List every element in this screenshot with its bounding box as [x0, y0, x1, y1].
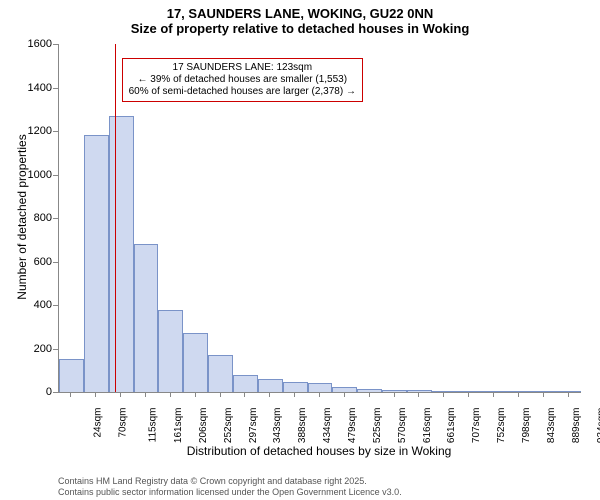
x-tick-label: 707sqm — [471, 408, 482, 444]
histogram-bar — [506, 391, 531, 392]
x-tick-mark — [568, 392, 569, 397]
x-tick-label: 479sqm — [347, 408, 358, 444]
y-tick-label: 600 — [12, 256, 52, 268]
x-tick-label: 525sqm — [372, 408, 383, 444]
x-tick-mark — [369, 392, 370, 397]
y-tick-label: 1600 — [12, 38, 52, 50]
x-tick-mark — [195, 392, 196, 397]
y-tick-label: 0 — [12, 386, 52, 398]
histogram-bar — [357, 389, 382, 392]
title-block: 17, SAUNDERS LANE, WOKING, GU22 0NN Size… — [0, 0, 600, 36]
y-tick-mark — [53, 392, 58, 393]
histogram-bar — [308, 383, 333, 392]
x-tick-label: 889sqm — [571, 408, 582, 444]
x-tick-label: 616sqm — [422, 408, 433, 444]
y-tick-label: 1000 — [12, 169, 52, 181]
y-tick-mark — [53, 349, 58, 350]
x-tick-label: 843sqm — [546, 408, 557, 444]
x-tick-mark — [170, 392, 171, 397]
y-tick-mark — [53, 44, 58, 45]
histogram-bar — [134, 244, 159, 392]
y-tick-label: 800 — [12, 212, 52, 224]
x-tick-mark — [443, 392, 444, 397]
title-main: 17, SAUNDERS LANE, WOKING, GU22 0NN — [0, 6, 600, 21]
x-tick-label: 206sqm — [198, 408, 209, 444]
x-tick-mark — [95, 392, 96, 397]
y-tick-label: 200 — [12, 343, 52, 355]
x-tick-label: 434sqm — [322, 408, 333, 444]
histogram-bar — [84, 135, 109, 392]
histogram-bar — [158, 310, 183, 392]
x-tick-mark — [269, 392, 270, 397]
x-tick-mark — [468, 392, 469, 397]
x-tick-label: 70sqm — [118, 408, 129, 438]
x-tick-label: 115sqm — [147, 408, 158, 443]
y-tick-label: 1400 — [12, 82, 52, 94]
x-tick-label: 798sqm — [521, 408, 532, 444]
histogram-bar — [59, 359, 84, 392]
x-tick-mark — [145, 392, 146, 397]
x-tick-label: 388sqm — [297, 408, 308, 444]
y-tick-label: 1200 — [12, 125, 52, 137]
x-tick-label: 661sqm — [447, 408, 458, 444]
footer-line2: Contains public sector information licen… — [58, 487, 402, 498]
histogram-bar — [109, 116, 134, 392]
annotation-line: ← 39% of detached houses are smaller (1,… — [129, 74, 356, 86]
x-tick-label: 934sqm — [596, 408, 600, 444]
x-tick-mark — [120, 392, 121, 397]
x-tick-mark — [543, 392, 544, 397]
chart-container: 17, SAUNDERS LANE, WOKING, GU22 0NN Size… — [0, 0, 600, 500]
histogram-bar — [208, 355, 233, 392]
x-tick-label: 570sqm — [397, 408, 408, 444]
histogram-bar — [332, 387, 357, 392]
histogram-bar — [258, 379, 283, 392]
x-tick-label: 252sqm — [223, 408, 234, 444]
x-tick-mark — [518, 392, 519, 397]
footer: Contains HM Land Registry data © Crown c… — [58, 476, 402, 498]
x-tick-mark — [319, 392, 320, 397]
annotation-line: 60% of semi-detached houses are larger (… — [129, 86, 356, 98]
x-tick-mark — [70, 392, 71, 397]
x-tick-mark — [220, 392, 221, 397]
histogram-bar — [233, 375, 258, 392]
annotation-box: 17 SAUNDERS LANE: 123sqm← 39% of detache… — [122, 58, 363, 102]
histogram-bar — [556, 391, 581, 392]
x-tick-mark — [294, 392, 295, 397]
y-tick-label: 400 — [12, 299, 52, 311]
annotation-line: 17 SAUNDERS LANE: 123sqm — [129, 62, 356, 74]
x-tick-label: 161sqm — [173, 408, 184, 444]
histogram-bar — [183, 333, 208, 392]
y-tick-mark — [53, 131, 58, 132]
y-tick-mark — [53, 175, 58, 176]
x-tick-label: 343sqm — [273, 408, 284, 444]
reference-line — [115, 44, 116, 392]
x-tick-mark — [244, 392, 245, 397]
x-axis-label: Distribution of detached houses by size … — [58, 444, 580, 458]
y-tick-mark — [53, 218, 58, 219]
histogram-bar — [283, 382, 308, 392]
y-tick-mark — [53, 262, 58, 263]
x-tick-label: 297sqm — [248, 408, 259, 444]
histogram-bar — [407, 390, 432, 392]
title-sub: Size of property relative to detached ho… — [0, 21, 600, 36]
plot-area: 17 SAUNDERS LANE: 123sqm← 39% of detache… — [58, 44, 581, 393]
histogram-bar — [531, 391, 556, 392]
footer-line1: Contains HM Land Registry data © Crown c… — [58, 476, 402, 487]
x-tick-mark — [418, 392, 419, 397]
x-tick-mark — [394, 392, 395, 397]
y-tick-mark — [53, 305, 58, 306]
x-tick-mark — [344, 392, 345, 397]
y-tick-mark — [53, 88, 58, 89]
x-tick-mark — [493, 392, 494, 397]
histogram-bar — [382, 390, 407, 392]
x-tick-label: 24sqm — [93, 408, 104, 438]
x-tick-label: 752sqm — [496, 408, 507, 444]
